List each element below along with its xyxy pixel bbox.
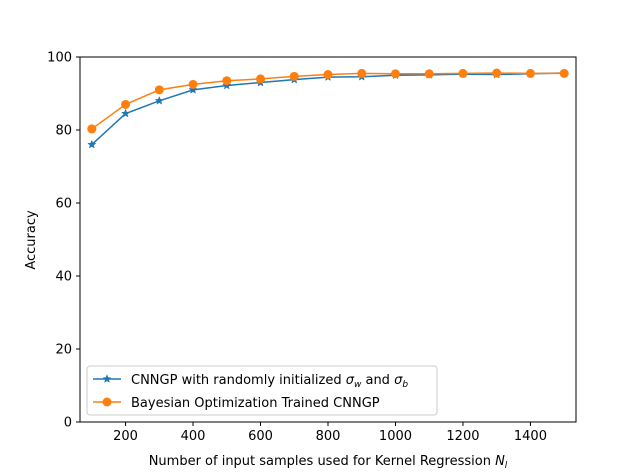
y-tick-label: 100 — [47, 51, 72, 66]
data-point-bayesian — [121, 99, 131, 109]
data-point-bayesian — [188, 79, 198, 89]
legend-label-bayesian: Bayesian Optimization Trained CNNGP — [131, 396, 380, 411]
data-point-bayesian — [424, 69, 434, 79]
y-tick-label: 20 — [55, 343, 72, 358]
y-tick-label: 0 — [64, 416, 72, 431]
x-tick-label: 400 — [181, 429, 206, 444]
legend: CNNGP with randomly initialized σw and σ… — [86, 365, 438, 416]
y-tick-label: 40 — [55, 270, 72, 285]
data-point-bayesian — [323, 70, 333, 80]
x-axis-label: Number of input samples used for Kernel … — [149, 454, 508, 471]
legend-label-and: and — [361, 373, 394, 388]
x-tick-label: 800 — [316, 429, 341, 444]
data-point-bayesian — [256, 74, 266, 84]
x-tick-label: 1400 — [514, 429, 547, 444]
legend-label-sub-b: b — [402, 380, 408, 390]
y-axis-ticks: 0 20 40 60 80 100 — [47, 51, 80, 431]
legend-label-sigma-w: σ — [346, 373, 355, 388]
legend-box — [86, 365, 438, 416]
data-point-cnngp-random — [154, 95, 164, 105]
legend-marker-circle — [102, 397, 112, 407]
x-tick-label: 1200 — [446, 429, 479, 444]
x-axis-label-subscript: l — [505, 461, 508, 471]
data-point-bayesian — [87, 124, 97, 134]
y-axis-label: Accuracy — [24, 210, 39, 270]
x-axis-ticks: 200 400 600 800 1000 1200 1400 — [113, 422, 547, 444]
data-point-bayesian — [289, 71, 299, 81]
x-tick-label: 1000 — [379, 429, 412, 444]
plot-markers-layer — [87, 68, 569, 149]
legend-label-prefix: CNNGP with randomly initialized — [131, 373, 346, 388]
data-point-bayesian — [559, 68, 569, 78]
data-point-bayesian — [357, 68, 367, 78]
legend-label-cnngp-random: CNNGP with randomly initialized σw and σ… — [131, 373, 408, 390]
x-axis-label-text: Number of input samples used for Kernel … — [149, 454, 495, 469]
legend-label-sub-w: w — [354, 380, 362, 390]
data-point-cnngp-random — [188, 84, 198, 94]
data-point-bayesian — [222, 76, 232, 86]
data-point-cnngp-random — [120, 108, 131, 118]
data-point-bayesian — [154, 85, 164, 95]
y-tick-label: 60 — [55, 197, 72, 212]
y-tick-label: 80 — [55, 124, 72, 139]
data-point-bayesian — [458, 68, 468, 78]
x-axis-label-variable: N — [495, 454, 505, 469]
data-point-bayesian — [525, 68, 535, 78]
legend-marker-star — [102, 374, 112, 383]
legend-label-sigma-b: σ — [394, 373, 403, 388]
data-point-cnngp-random — [87, 139, 97, 149]
data-point-bayesian — [390, 69, 400, 79]
data-point-bayesian — [492, 68, 502, 78]
x-tick-label: 600 — [248, 429, 273, 444]
x-tick-label: 200 — [113, 429, 138, 444]
